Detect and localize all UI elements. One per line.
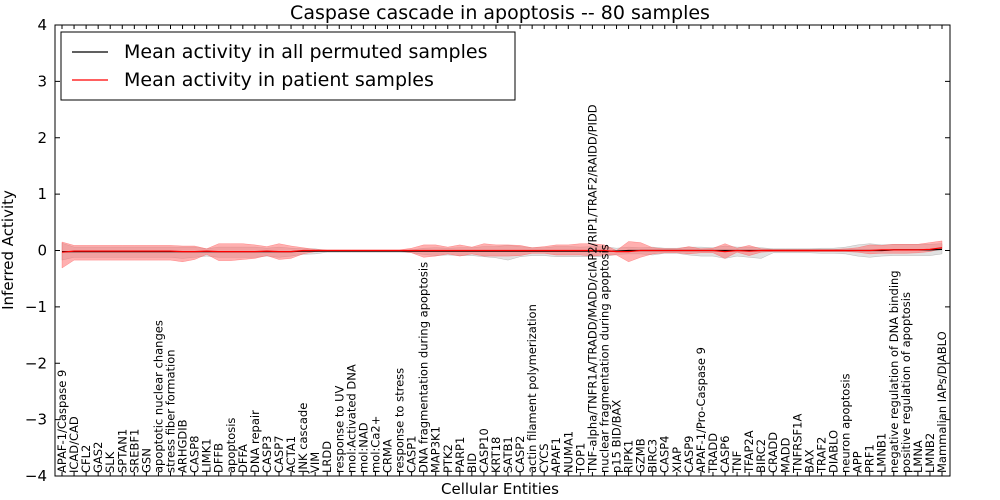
x-tick-label: LMNB1	[875, 433, 889, 473]
x-tick-label: RIPK1	[622, 440, 636, 473]
x-tick-label: APP	[851, 451, 865, 473]
x-tick-label: BID	[465, 453, 479, 473]
x-tick-label: CRADD	[766, 432, 780, 473]
x-tick-label: NUMA1	[561, 431, 575, 473]
x-tick-label: CASP1	[405, 436, 419, 473]
x-tick-label: MADD	[778, 437, 792, 473]
x-tick-label: TFAP2A	[742, 430, 756, 474]
x-tick-label: LMNB2	[923, 433, 937, 473]
x-tick-label: PARP1	[453, 437, 467, 473]
series-lines	[61, 247, 943, 253]
legend-label-permuted: Mean activity in all permuted samples	[124, 41, 487, 63]
x-tick-label: stress fiber formation	[164, 349, 178, 473]
x-tick-label: positive regulation of apoptosis	[899, 292, 913, 473]
x-tick-label: CASP4	[658, 436, 672, 473]
x-tick-label: CRMA	[381, 439, 395, 473]
x-tick-label: MAP3K1	[429, 426, 443, 473]
x-tick-label: TNFRSF1A	[790, 414, 804, 474]
x-tick-label: BIRC2	[754, 439, 768, 473]
x-tick-label: negative regulation of DNA binding	[887, 270, 901, 473]
x-tick-label: mol:NAD	[356, 422, 370, 473]
x-tick-label: TNF	[730, 451, 744, 474]
x-tick-label: GSN	[139, 448, 153, 473]
x-tick-label: neuron apoptosis	[839, 373, 853, 473]
x-tick-label: ACTA1	[284, 436, 298, 473]
x-tick-label: TOP1	[573, 443, 587, 474]
y-tick-label: 4	[37, 16, 47, 34]
x-tick-label: CFL2	[79, 445, 93, 473]
chart-title: Caspase cascade in apoptosis -- 80 sampl…	[290, 2, 710, 24]
y-tick-label: 3	[37, 72, 47, 90]
x-axis-title: Cellular Entities	[441, 480, 559, 498]
x-tick-label: DFFA	[236, 444, 250, 473]
x-tick-label: SLK	[103, 451, 117, 473]
x-tick-label: nuclear fragmentation during apoptosis	[598, 244, 612, 473]
x-tick-label: SATB1	[501, 436, 515, 473]
x-tick-label: GZMB	[634, 438, 648, 473]
x-axis: APAF-1/Caspase 9ICAD/CADCFL2GAS2SLKSPTAN…	[55, 25, 949, 476]
line-patient	[61, 247, 943, 253]
x-tick-label: CASP6	[718, 436, 732, 473]
y-axis-title: Inferred Activity	[0, 190, 17, 310]
x-tick-label: response to stress	[393, 368, 407, 473]
x-tick-label: mol:Ca2+	[368, 416, 382, 473]
x-tick-label: JNK cascade	[296, 403, 310, 474]
y-tick-label: 2	[37, 129, 47, 147]
x-tick-label: PTK2	[441, 444, 455, 473]
x-tick-label: SREBF1	[127, 429, 141, 473]
x-tick-label: Mammalian IAPs/DIABLO	[935, 331, 949, 473]
x-tick-label: CYCS	[537, 443, 551, 473]
y-tick-label: −4	[25, 467, 47, 485]
y-tick-label: −2	[25, 354, 47, 372]
x-tick-label: BAX	[802, 449, 816, 473]
x-tick-label: VIM	[308, 452, 322, 473]
x-tick-label: APAF-1/Pro-Caspase 9	[694, 347, 708, 473]
x-tick-label: PRF1	[863, 444, 877, 473]
x-tick-label: p15 BID/BAX	[610, 400, 624, 473]
x-tick-label: DNA fragmentation during apoptosis	[417, 262, 431, 473]
x-tick-label: CASP10	[477, 428, 491, 473]
x-tick-label: mol:Activated DNA	[344, 364, 358, 473]
x-tick-label: CASP3	[260, 436, 274, 473]
x-tick-label: KRT18	[489, 437, 503, 473]
y-tick-label: 0	[37, 242, 47, 260]
x-tick-label: LRDD	[320, 441, 334, 473]
y-tick-label: 1	[37, 185, 47, 203]
x-tick-label: CASP7	[272, 436, 286, 473]
x-tick-label: GAS2	[91, 442, 105, 473]
x-tick-label: LMNA	[911, 440, 925, 473]
x-tick-label: apoptotic nuclear changes	[151, 320, 165, 473]
x-tick-label: CASP2	[513, 436, 527, 473]
confidence-bands	[61, 240, 943, 269]
x-tick-label: BIRC3	[646, 439, 660, 473]
x-tick-label: response to UV	[332, 385, 346, 473]
band-patient	[61, 240, 943, 269]
x-tick-label: DIABLO	[827, 430, 841, 473]
legend-box	[60, 31, 516, 101]
x-tick-label: CASP8	[188, 436, 202, 473]
x-tick-label: APAF1	[549, 437, 563, 473]
y-axis: −4 −3 −2 −1 0 1 2 3 4	[25, 16, 950, 485]
x-tick-label: DNA repair	[248, 410, 262, 473]
x-tick-label: ICAD/CAD	[67, 416, 81, 473]
x-tick-label: APAF-1/Caspase 9	[55, 370, 69, 473]
legend: Mean activity in all permuted samples Me…	[60, 31, 516, 101]
x-tick-label: ARHGDIB	[176, 419, 190, 473]
x-tick-label: SPTAN1	[115, 429, 129, 473]
x-tick-label: XIAP	[670, 447, 684, 473]
x-tick-label: apoptosis	[224, 418, 238, 473]
x-tick-label: TRADD	[706, 433, 720, 474]
x-tick-label: TRAF2	[815, 437, 829, 474]
x-tick-label: LIMK1	[200, 438, 214, 473]
y-tick-label: −3	[25, 411, 47, 429]
x-tick-label: DFFB	[212, 443, 226, 473]
x-tick-label: CASP9	[682, 436, 696, 473]
y-tick-label: −1	[25, 298, 47, 316]
legend-label-patient: Mean activity in patient samples	[124, 69, 434, 91]
x-tick-label: actin filament polymerization	[525, 304, 539, 473]
x-tick-label: TNF-alpha/TNFR1A/TRADD/MADD/cIAP2/RIP1/T…	[585, 104, 599, 474]
